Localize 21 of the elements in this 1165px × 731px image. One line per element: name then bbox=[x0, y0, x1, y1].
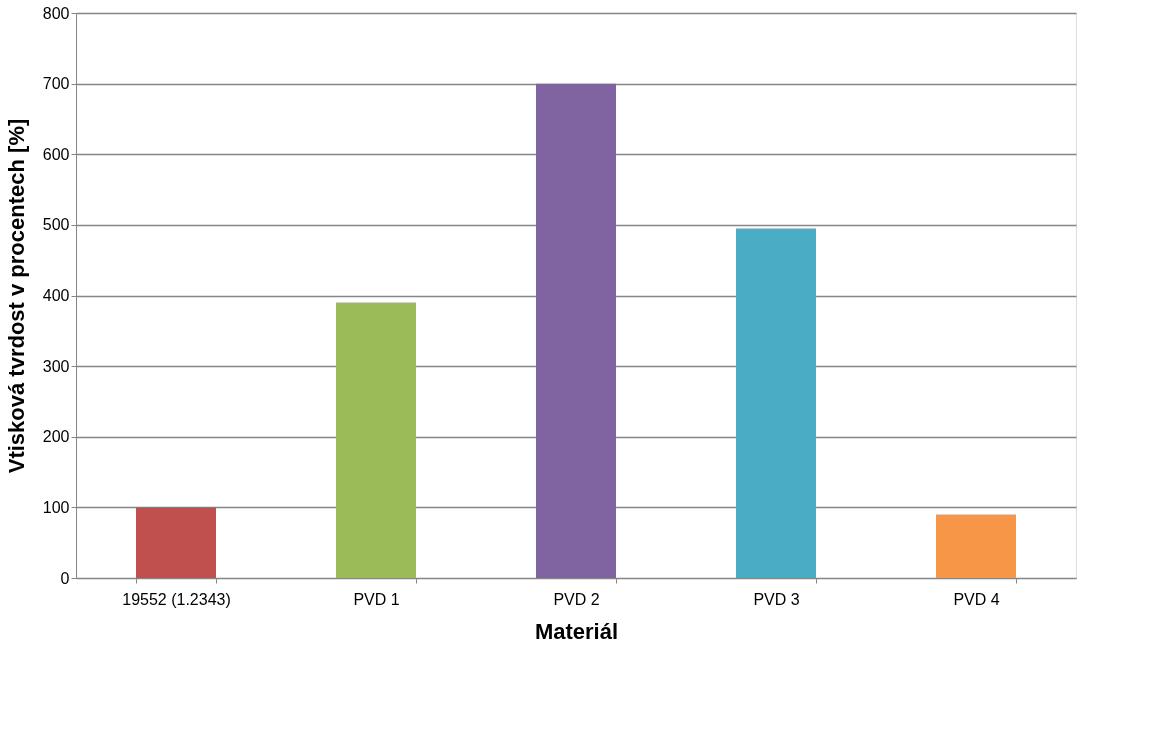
y-tick-label: 800 bbox=[42, 4, 70, 22]
y-tick-label: 0 bbox=[60, 569, 70, 587]
x-axis-title: Materiál bbox=[534, 618, 619, 644]
bar bbox=[536, 83, 616, 578]
x-tick-label: PVD 1 bbox=[353, 590, 400, 608]
bar bbox=[136, 507, 216, 578]
y-tick-label: 700 bbox=[42, 75, 70, 93]
bar bbox=[336, 302, 416, 578]
y-tick-label: 100 bbox=[42, 498, 70, 516]
y-tick-label: 600 bbox=[42, 145, 70, 163]
y-tick-label: 300 bbox=[42, 357, 70, 375]
y-axis-title: Vtisková tvrdost v procentech [%] bbox=[3, 118, 29, 474]
bar bbox=[936, 514, 1016, 578]
x-tick-label: 19552 (1.2343) bbox=[122, 590, 231, 608]
bar bbox=[736, 228, 816, 578]
y-tick-label: 200 bbox=[42, 428, 70, 446]
y-tick-label: 500 bbox=[42, 216, 70, 234]
x-tick-label: PVD 4 bbox=[953, 590, 1000, 608]
y-tick-label: 400 bbox=[42, 287, 70, 304]
x-tick-label: PVD 2 bbox=[553, 590, 600, 608]
x-tick-label: PVD 3 bbox=[753, 590, 800, 608]
